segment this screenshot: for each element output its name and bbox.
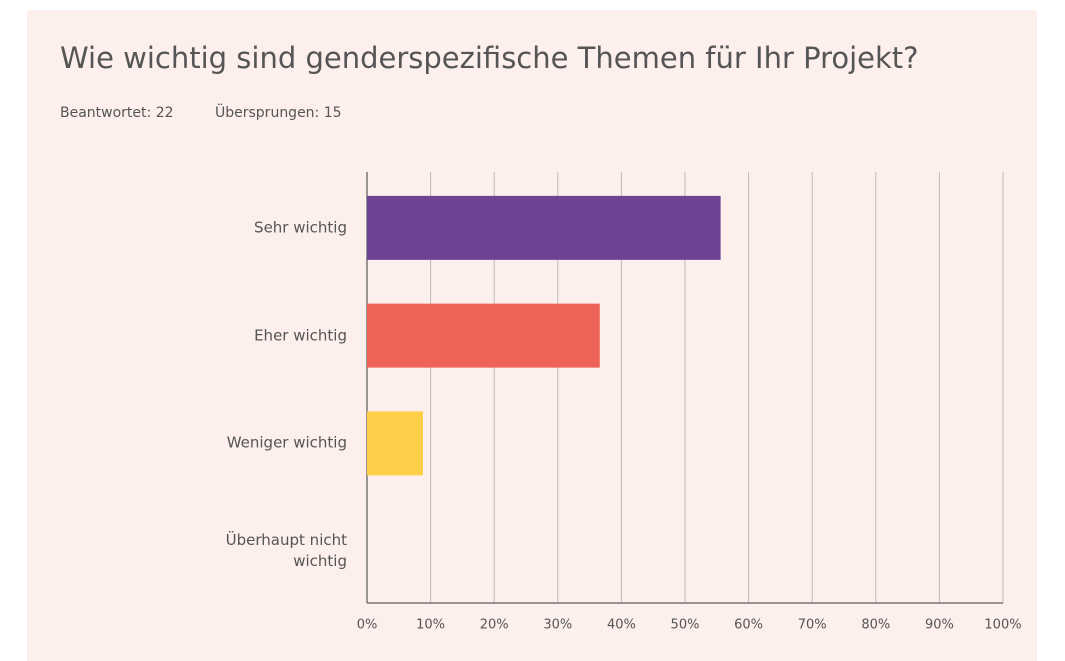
bar: [367, 411, 423, 476]
x-tick-label: 70%: [798, 618, 827, 633]
x-tick-label: 30%: [543, 618, 572, 633]
x-tick-label: 40%: [607, 618, 636, 633]
x-tick-label: 10%: [416, 618, 445, 633]
x-tick-label: 0%: [357, 618, 378, 633]
x-tick-label: 90%: [925, 618, 954, 633]
chart-title: Wie wichtig sind genderspezifische Theme…: [60, 41, 919, 75]
category-label: Weniger wichtig: [226, 433, 347, 452]
x-tick-label: 80%: [861, 618, 890, 633]
x-tick-label: 100%: [984, 618, 1021, 633]
x-tick-label: 60%: [734, 618, 763, 633]
x-tick-label: 50%: [671, 618, 700, 633]
bar: [367, 303, 600, 368]
x-tick-label: 20%: [480, 618, 509, 633]
skipped: Übersprungen: 15: [215, 103, 342, 121]
bar: [367, 195, 721, 260]
answered: Beantwortet: 22: [60, 105, 174, 121]
category-label: Überhaupt nicht wichtig: [225, 531, 347, 571]
category-label: Eher wichtig: [254, 326, 347, 345]
category-label: Sehr wichtig: [254, 218, 347, 237]
